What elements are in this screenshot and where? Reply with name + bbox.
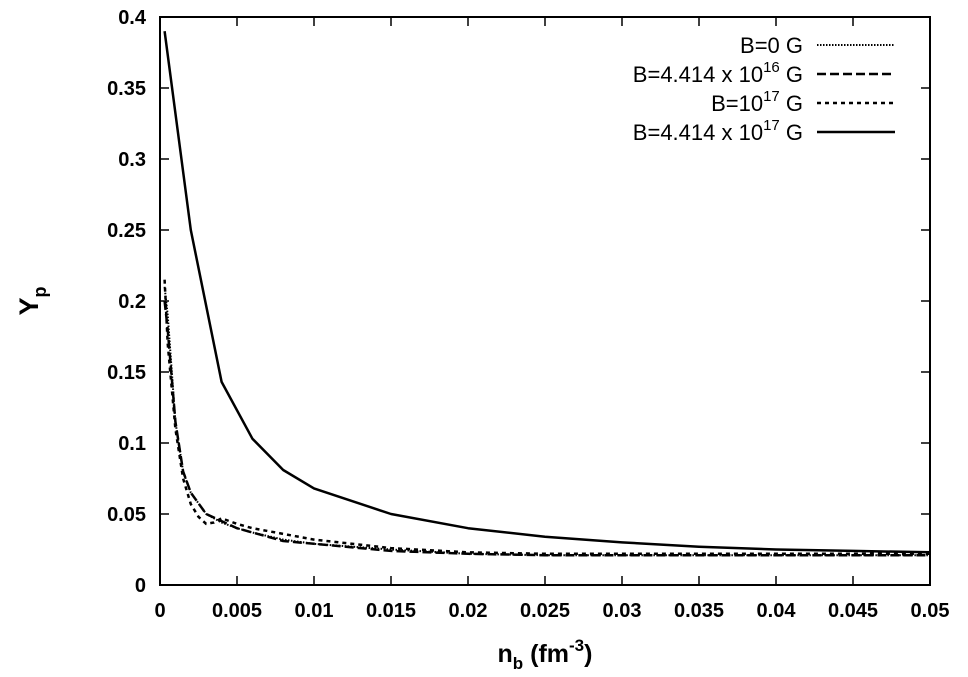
x-tick-label: 0 xyxy=(154,600,165,622)
y-tick-label: 0 xyxy=(135,575,146,597)
x-axis-title-unit: (fm xyxy=(523,640,569,668)
series-line xyxy=(163,31,931,554)
y-tick-label: 0.3 xyxy=(118,149,146,171)
x-axis-title-unit-close: ) xyxy=(584,640,592,668)
y-tick-label: 0.05 xyxy=(107,504,146,526)
legend-label: B=4.414 x 1016 G xyxy=(633,59,803,87)
x-tick-label: 0.01 xyxy=(295,600,334,622)
legend-label-exp: 17 xyxy=(763,88,780,105)
legend-label-exp: 17 xyxy=(763,117,780,134)
y-axis-title: Yp xyxy=(14,286,50,315)
legend-label-pre: B=10 xyxy=(711,91,763,116)
series-line xyxy=(163,286,930,557)
legend-label-pre: B=4.414 x 10 xyxy=(633,120,763,145)
legend-label: B=0 G xyxy=(740,33,803,58)
series-layer xyxy=(163,31,931,557)
legend-label: B=1017 G xyxy=(711,88,803,116)
series-line xyxy=(163,279,930,556)
x-axis-title-sub: b xyxy=(513,654,523,673)
x-tick-label: 0.005 xyxy=(212,600,262,622)
x-tick-label: 0.05 xyxy=(911,600,950,622)
legend-entry: B=0 G xyxy=(740,33,895,58)
legend-label-text: B=0 G xyxy=(740,33,803,58)
x-tick-label: 0.04 xyxy=(757,600,797,622)
y-tick-label: 0.15 xyxy=(107,362,146,384)
x-axis-title-unit-exp: -3 xyxy=(569,636,584,655)
legend-label-post: G xyxy=(780,62,803,87)
y-tick-label: 0.4 xyxy=(118,7,147,29)
legend: B=0 G B=4.414 x 1016 G B=1017 G B=4.414 … xyxy=(633,33,895,145)
x-tick-label: 0.02 xyxy=(449,600,488,622)
x-axis-title: nb (fm-3) xyxy=(498,636,593,673)
x-tick-label: 0.035 xyxy=(674,600,724,622)
legend-label: B=4.414 x 1017 G xyxy=(633,117,803,145)
legend-label-post: G xyxy=(780,120,803,145)
legend-label-post: G xyxy=(780,91,803,116)
legend-entry: B=4.414 x 1017 G xyxy=(633,117,895,145)
y-tick-label: 0.1 xyxy=(118,433,146,455)
legend-label-pre: B=4.414 x 10 xyxy=(633,62,763,87)
y-tick-label: 0.25 xyxy=(107,220,146,242)
y-tick-label: 0.35 xyxy=(107,78,146,100)
x-tick-label: 0.015 xyxy=(366,600,416,622)
series-line xyxy=(163,300,930,557)
y-ticks: 0 0.05 0.1 0.15 0.2 0.25 0.3 0.35 0.4 xyxy=(107,7,930,597)
y-axis-title-base: Y xyxy=(14,297,44,315)
legend-entry: B=1017 G xyxy=(711,88,895,116)
legend-entry: B=4.414 x 1016 G xyxy=(633,59,895,87)
plot-frame xyxy=(159,16,931,586)
y-axis-title-sub: p xyxy=(30,286,50,297)
y-tick-label: 0.2 xyxy=(118,291,146,313)
x-axis-title-base: n xyxy=(498,640,513,668)
x-ticks: 0 0.005 0.01 0.015 0.02 0.025 0.03 0.035 0.04 0.0… xyxy=(154,17,949,622)
legend-label-exp: 16 xyxy=(763,59,780,76)
x-tick-label: 0.025 xyxy=(520,600,570,622)
x-tick-label: 0.045 xyxy=(828,600,878,622)
x-tick-label: 0.03 xyxy=(603,600,642,622)
